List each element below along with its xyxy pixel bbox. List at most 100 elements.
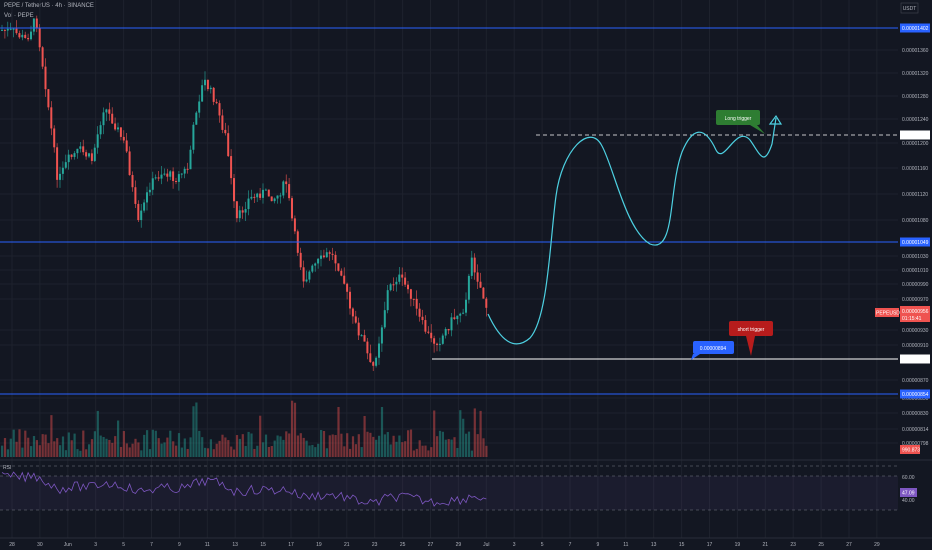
candle-body [233, 178, 235, 202]
time-tick-label: 28 [9, 542, 15, 548]
candle-body [299, 252, 302, 268]
candle-body [346, 283, 349, 292]
candle-body [122, 136, 125, 141]
volume-bar [433, 410, 436, 457]
volume-bar [125, 443, 128, 457]
volume-bar [328, 435, 331, 457]
volume-bar [331, 434, 334, 457]
volume-bar [259, 415, 262, 457]
volume-bar [79, 450, 82, 457]
volume-bar [93, 431, 96, 457]
volume-bar [227, 440, 230, 457]
volume-bar [308, 445, 311, 457]
time-tick-label: 3 [94, 542, 97, 548]
volume-bar [351, 436, 355, 457]
candle-body [235, 201, 238, 219]
candle-body [433, 338, 436, 344]
projection-curve [487, 117, 777, 345]
time-tick-label: 30 [37, 542, 43, 548]
candle-body [88, 153, 90, 157]
volume-bar [383, 434, 386, 457]
level-price-tag-label: 0.00001049 [902, 240, 929, 246]
rsi-value-tag [900, 488, 917, 497]
candle-body [102, 112, 105, 126]
time-tick-label: 17 [707, 542, 713, 548]
rsi-line [1, 471, 487, 507]
volume-bar [386, 432, 389, 457]
volume-bar [50, 415, 53, 457]
volume-bar [424, 445, 427, 457]
time-tick-label: 21 [763, 542, 769, 548]
time-tick-label: 5 [122, 542, 125, 548]
volume-bar [157, 438, 160, 457]
candle-body [456, 315, 459, 320]
candle-body [320, 255, 322, 259]
candle-body [383, 310, 386, 328]
candle-body [177, 174, 180, 182]
volume-bar [447, 439, 450, 457]
volume-bar [389, 444, 392, 457]
candle-body [148, 189, 151, 193]
volume-bar [253, 448, 256, 457]
volume-bar [61, 436, 65, 457]
candle-body [412, 298, 415, 300]
candle-body [308, 271, 311, 280]
volume-bar [285, 431, 288, 457]
volume-bar [288, 433, 291, 457]
candle-body [41, 47, 44, 67]
candle-body [430, 332, 433, 339]
level-price-tag-label: 0.00000854 [902, 392, 929, 398]
candle-body [244, 209, 247, 213]
volume-bar [412, 450, 415, 457]
candle-body [360, 335, 363, 337]
candle-body [38, 28, 41, 48]
candle-body [363, 335, 366, 342]
candle-body [462, 312, 465, 314]
candle-body [175, 181, 177, 183]
volume-bar [299, 433, 302, 457]
price-tick-label: 0.00000990 [902, 282, 929, 288]
volume-bar [343, 446, 346, 457]
volume-bar [177, 433, 181, 457]
time-tick-label: 19 [735, 542, 741, 548]
time-tick-label: 15 [260, 542, 266, 548]
projection-arrow-icon [768, 114, 783, 125]
volume-bar [122, 431, 125, 457]
candle-body [421, 316, 424, 321]
candle-body [250, 196, 253, 199]
candle-body [117, 127, 119, 130]
volume-bar [99, 435, 102, 457]
time-tick-label: 29 [874, 542, 880, 548]
long-trigger-callout[interactable]: Long trigger [716, 110, 765, 134]
volume-bar [108, 439, 111, 457]
volume-bar [317, 443, 320, 457]
volume-bar [128, 447, 131, 457]
price-tick-label: 0.00001320 [902, 71, 929, 77]
volume-bar [148, 449, 152, 457]
candle-body [198, 101, 201, 113]
volume-bar [96, 410, 99, 457]
level-price-tag [900, 354, 930, 364]
short-trigger-callout[interactable]: short trigger [729, 321, 773, 356]
volume-bar [372, 436, 375, 457]
price-tick-label: 0.00000798 [902, 441, 929, 447]
candle-body [441, 335, 444, 344]
volume-bar [9, 438, 12, 457]
candle-body [218, 103, 221, 116]
volume-bar [131, 443, 134, 457]
volume-bar [360, 447, 363, 457]
volume-bar [369, 432, 372, 457]
candle-body [154, 177, 157, 179]
horizontal-levels [0, 27, 898, 395]
candle-body [12, 28, 15, 30]
candle-body [111, 113, 114, 124]
price-note-callout[interactable]: 0.00000894 [691, 341, 734, 360]
candle-body [389, 284, 392, 291]
candle-body [105, 109, 108, 113]
candle-body [328, 252, 331, 254]
volume-value-label: 990.873 [902, 448, 920, 454]
volume-bar [438, 430, 442, 457]
volume-bar [296, 435, 299, 457]
volume-bar [160, 443, 163, 457]
